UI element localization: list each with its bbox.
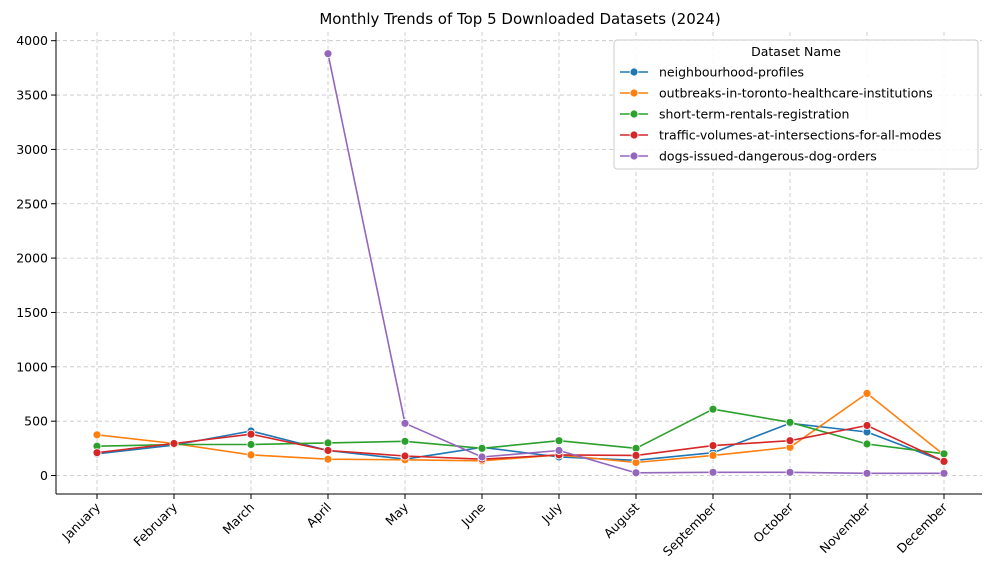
- x-tick-label: November: [817, 499, 874, 556]
- data-point: [862, 468, 872, 478]
- legend-item: neighbourhood-profiles: [620, 65, 804, 80]
- series-line: [96, 424, 945, 463]
- data-point: [246, 450, 256, 460]
- x-tick-label: July: [538, 499, 566, 527]
- x-tick-label: March: [220, 500, 258, 538]
- legend-item: outbreaks-in-toronto-healthcare-institut…: [620, 86, 933, 101]
- data-point: [708, 467, 718, 477]
- data-point: [477, 452, 487, 462]
- x-tick-label: August: [601, 499, 643, 541]
- series-short-term-rentals-registration: [92, 404, 949, 459]
- data-point: [862, 421, 872, 430]
- x-tick-label: June: [458, 499, 489, 530]
- series-line: [96, 422, 945, 463]
- series-line: [96, 408, 945, 455]
- data-point: [323, 446, 333, 455]
- data-point: [939, 456, 949, 466]
- legend-label: outbreaks-in-toronto-healthcare-institut…: [659, 86, 933, 101]
- data-point: [246, 440, 256, 449]
- legend-swatch-marker: [629, 130, 639, 140]
- y-tick-label: 0: [40, 468, 48, 483]
- y-tick-label: 1000: [16, 359, 48, 374]
- data-point: [323, 49, 333, 59]
- y-tick-label: 3500: [16, 88, 48, 103]
- y-tick-label: 2500: [16, 196, 48, 211]
- x-tick-label: April: [303, 500, 334, 531]
- data-point: [92, 448, 102, 458]
- legend-swatch-marker: [629, 151, 639, 161]
- data-point: [554, 436, 564, 446]
- data-point: [400, 418, 410, 428]
- data-point: [939, 449, 949, 459]
- legend-item: dogs-issued-dangerous-dog-orders: [620, 149, 877, 164]
- x-tick-label: October: [750, 499, 797, 546]
- data-point: [862, 388, 872, 398]
- data-point: [631, 468, 641, 478]
- data-point: [400, 451, 410, 461]
- legend-label: dogs-issued-dangerous-dog-orders: [659, 149, 877, 164]
- y-tick-label: 500: [24, 414, 48, 429]
- data-point: [708, 450, 718, 460]
- chart-title: Monthly Trends of Top 5 Downloaded Datas…: [319, 10, 720, 28]
- y-tick-label: 1500: [16, 305, 48, 320]
- data-point: [708, 404, 718, 414]
- data-point: [939, 468, 949, 478]
- data-point: [323, 454, 333, 464]
- x-tick-label: January: [58, 499, 103, 544]
- series-dogs-issued-dangerous-dog-orders: [323, 49, 949, 478]
- data-point: [785, 417, 795, 427]
- data-point: [323, 438, 333, 448]
- y-tick-label: 4000: [16, 33, 48, 48]
- legend-label: short-term-rentals-registration: [659, 107, 850, 122]
- data-point: [554, 446, 564, 455]
- series-outbreaks-in-toronto-healthcare-institutions: [92, 388, 949, 467]
- data-point: [785, 467, 795, 477]
- legend-label: neighbourhood-profiles: [659, 65, 804, 80]
- data-point: [862, 439, 872, 449]
- legend-frame: [613, 39, 979, 170]
- y-tick-label: 3000: [16, 142, 48, 157]
- x-tick-label: February: [130, 499, 180, 549]
- legend-swatch-marker: [629, 67, 639, 77]
- series-group: [92, 49, 949, 478]
- data-point: [169, 439, 179, 448]
- data-point: [785, 436, 795, 446]
- x-tick-label: May: [382, 499, 411, 528]
- data-point: [92, 430, 102, 440]
- legend-item: short-term-rentals-registration: [620, 107, 850, 122]
- data-point: [477, 443, 487, 453]
- data-point: [400, 436, 410, 446]
- legend: Dataset Name neighbourhood-profiles outbr…: [613, 39, 979, 170]
- x-tick-label: December: [894, 499, 951, 556]
- data-point: [708, 441, 718, 451]
- x-tick-label: September: [660, 499, 720, 559]
- data-point: [631, 450, 641, 460]
- legend-swatch-marker: [629, 109, 639, 119]
- y-tick-label: 2000: [16, 251, 48, 266]
- legend-label: traffic-volumes-at-intersections-for-all…: [659, 128, 941, 143]
- legend-title: Dataset Name: [751, 44, 841, 59]
- data-point: [246, 429, 256, 439]
- legend-item: traffic-volumes-at-intersections-for-all…: [620, 128, 941, 143]
- legend-swatch-marker: [629, 88, 639, 98]
- series-traffic-volumes-at-intersections-for-all-modes: [92, 421, 949, 466]
